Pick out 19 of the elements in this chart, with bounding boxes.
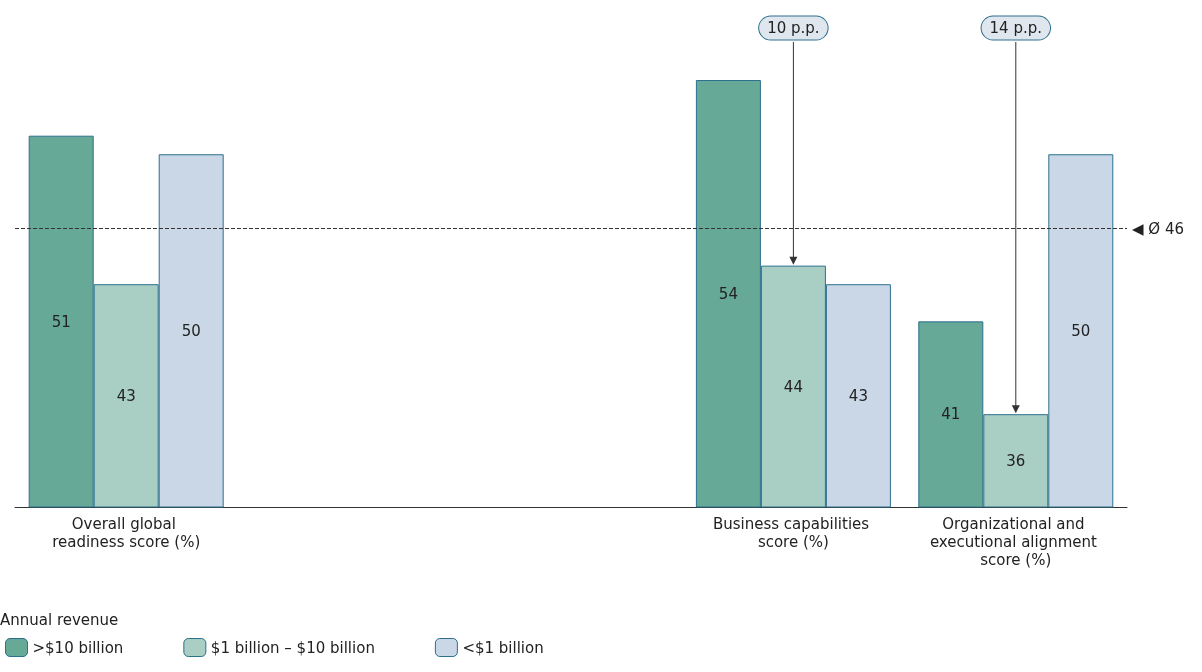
data-label: 41 <box>941 405 961 424</box>
text: 14 p.p. <box>989 19 1043 37</box>
legend-label: <$1 billion <box>462 638 544 657</box>
data-label: 54 <box>718 284 738 303</box>
legend-title: Annual revenue <box>0 610 119 629</box>
x-tick-label: Organizational and executional alignment score (%) <box>929 515 1102 569</box>
data-label: 44 <box>783 377 803 396</box>
x-tick-label: Business capabilities score (%) <box>712 515 874 551</box>
ref-line-label: ◀ Ø 46 <box>1132 219 1184 238</box>
data-label: 43 <box>116 386 136 405</box>
data-label: 43 <box>848 386 868 405</box>
legend-label: >$10 billion <box>32 638 124 657</box>
text: 10 p.p. <box>767 19 820 37</box>
data-label: 50 <box>181 321 201 340</box>
data-label: 51 <box>51 312 71 331</box>
data-label: 36 <box>1006 451 1026 470</box>
x-tick-label: Overall global readiness score (%) <box>52 515 201 551</box>
legend-label: $1 billion – $10 billion <box>210 638 375 657</box>
data-label: 50 <box>1071 321 1091 340</box>
